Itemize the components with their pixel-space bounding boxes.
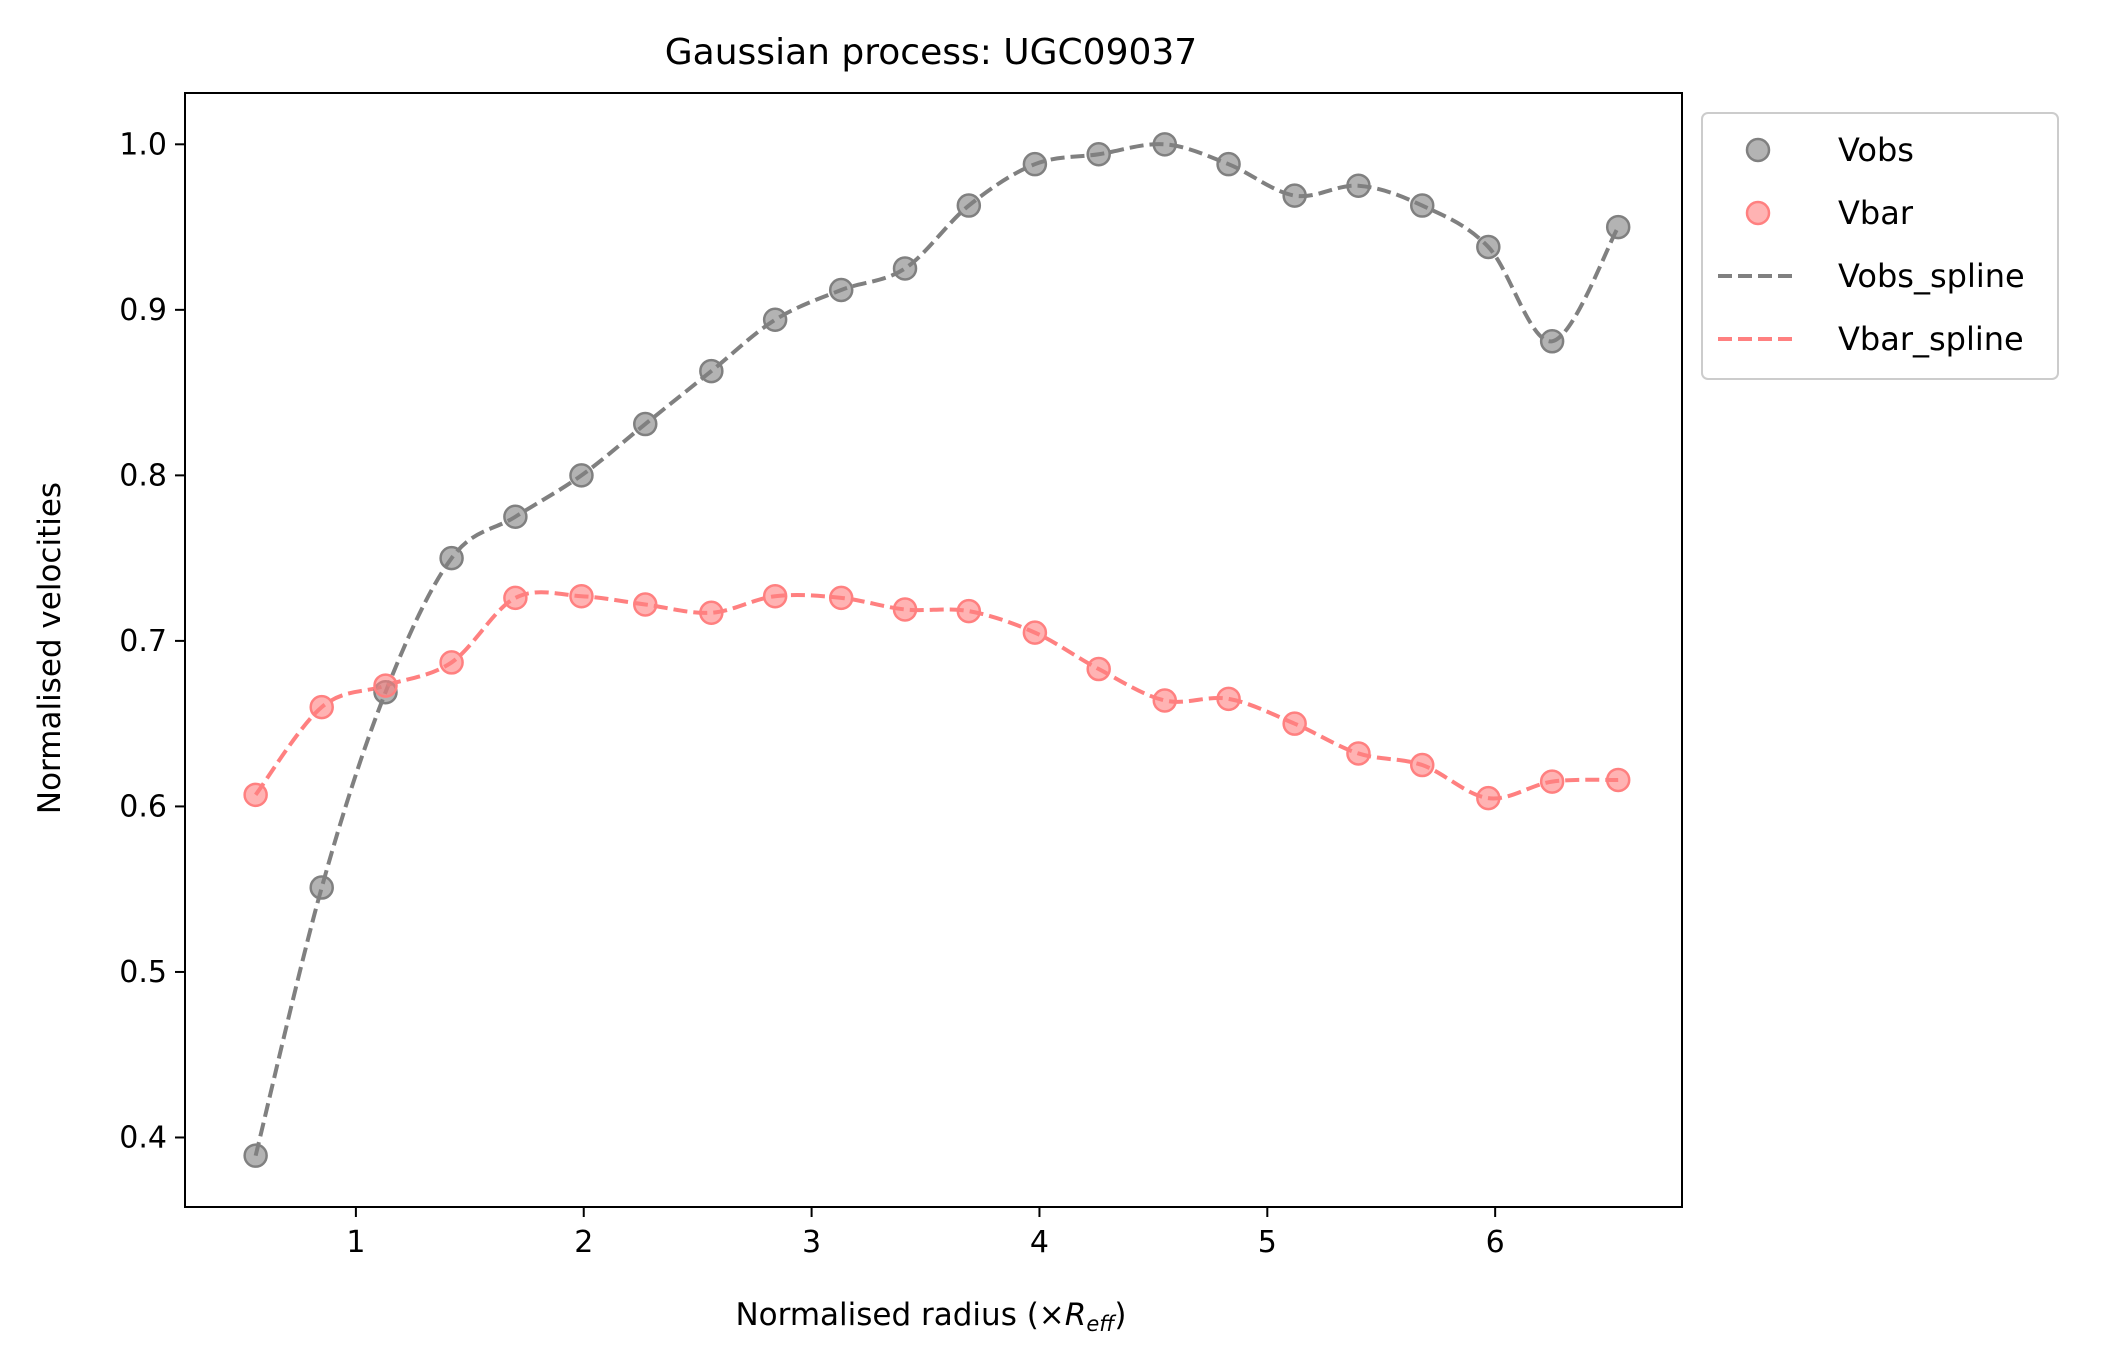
data-point-vobs	[762, 307, 788, 333]
data-point-vobs	[828, 277, 854, 303]
data-point-vbar	[1216, 686, 1241, 712]
data-point-vbar	[1282, 711, 1307, 736]
data-point-vbar	[569, 583, 594, 609]
data-point-vobs	[309, 875, 334, 900]
y-tick-label: 0.5	[119, 955, 167, 990]
y-axis-label: Normalised velocities	[32, 482, 68, 814]
legend-marker	[1745, 200, 1771, 226]
legend-item-vbar-spline: Vbar_spline	[1718, 320, 2024, 358]
data-point-vobs	[956, 193, 982, 218]
x-tick-label: 1	[346, 1225, 365, 1260]
x-axis: 1 2 3 4 5 6	[346, 1207, 1505, 1260]
legend: Vobs Vbar Vobs_spline Vbar_spline	[1701, 112, 2059, 380]
data-point-vobs	[1409, 193, 1435, 218]
legend-marker	[1745, 137, 1771, 163]
data-point-vobs	[1282, 183, 1307, 208]
data-point-vobs	[892, 256, 918, 281]
data-point-vobs	[1152, 132, 1178, 157]
data-point-vbar	[1409, 752, 1435, 778]
legend-label: Vbar	[1838, 194, 1914, 232]
x-axis-label-main: Normalised radius (×	[735, 1297, 1064, 1333]
data-point-vbar	[699, 600, 724, 626]
data-point-vobs	[1022, 151, 1048, 177]
plot-area: 1 2 3 4 5 6 0.4 0.5 0.6 0.7 0.8 0.9 1.0	[119, 92, 1683, 1260]
legend-item-vbar: Vbar	[1745, 194, 1914, 232]
data-point-vbar	[1022, 620, 1048, 645]
data-point-vbar	[892, 597, 918, 622]
data-point-vbar	[1152, 688, 1178, 713]
data-point-vbar	[1539, 769, 1565, 794]
data-point-vobs	[699, 358, 724, 384]
y-tick-label: 0.4	[119, 1120, 167, 1155]
data-point-vbar	[373, 673, 398, 698]
y-tick-label: 0.8	[119, 458, 167, 493]
data-point-vbar	[956, 598, 982, 624]
x-axis-label-end: )	[1114, 1297, 1126, 1333]
x-tick-label: 3	[802, 1225, 821, 1260]
y-tick-label: 0.7	[119, 624, 167, 659]
data-point-vobs	[1539, 329, 1565, 354]
legend-label: Vobs_spline	[1838, 257, 2025, 295]
data-point-vobs	[1605, 214, 1631, 240]
legend-item-vobs-spline: Vobs_spline	[1718, 257, 2025, 295]
data-point-vobs	[1216, 151, 1241, 177]
chart-title: Gaussian process: UGC09037	[665, 32, 1197, 73]
x-tick-label: 2	[574, 1225, 593, 1260]
data-point-vbar	[828, 585, 854, 611]
series-vbar	[243, 583, 1631, 811]
legend-box	[1701, 112, 2059, 380]
data-point-vbar	[762, 583, 788, 609]
legend-items: Vobs Vbar Vobs_spline Vbar_spline	[1718, 131, 2025, 358]
y-tick-label: 0.9	[119, 293, 167, 328]
data-point-vbar	[309, 694, 334, 720]
data-point-vobs	[633, 411, 658, 437]
data-point-vobs	[243, 1143, 268, 1168]
x-axis-label-subscript: eff	[1086, 1312, 1117, 1336]
data-point-vbar	[1346, 741, 1371, 766]
x-tick-label: 4	[1030, 1225, 1049, 1260]
series-line-vbar-spline	[254, 590, 1619, 801]
data-point-vobs	[569, 463, 594, 488]
series-points	[243, 132, 1631, 1168]
data-point-vbar	[243, 782, 268, 808]
legend-item-vobs: Vobs	[1745, 131, 1914, 169]
y-axis: 0.4 0.5 0.6 0.7 0.8 0.9 1.0	[119, 127, 185, 1155]
data-point-vobs	[1476, 234, 1501, 260]
y-tick-label: 0.6	[119, 789, 167, 824]
data-point-vbar	[503, 585, 528, 611]
axes-frame	[184, 92, 1683, 1208]
data-point-vobs	[1346, 173, 1371, 198]
data-point-vbar	[1086, 656, 1111, 682]
data-point-vobs	[439, 545, 464, 571]
x-tick-label: 6	[1486, 1225, 1505, 1260]
y-tick-label: 1.0	[119, 127, 167, 162]
legend-label: Vbar_spline	[1838, 320, 2024, 358]
x-axis-label-symbol: R	[1065, 1297, 1087, 1333]
x-tick-label: 5	[1258, 1225, 1277, 1260]
x-axis-label: Normalised radius (×Reff)	[735, 1297, 1126, 1336]
data-point-vbar	[439, 650, 464, 675]
legend-label: Vobs	[1838, 131, 1914, 169]
data-point-vobs	[503, 504, 528, 530]
data-point-vbar	[1476, 785, 1501, 811]
data-point-vbar	[1605, 767, 1631, 793]
data-point-vbar	[633, 592, 658, 617]
data-point-vobs	[1086, 141, 1111, 167]
